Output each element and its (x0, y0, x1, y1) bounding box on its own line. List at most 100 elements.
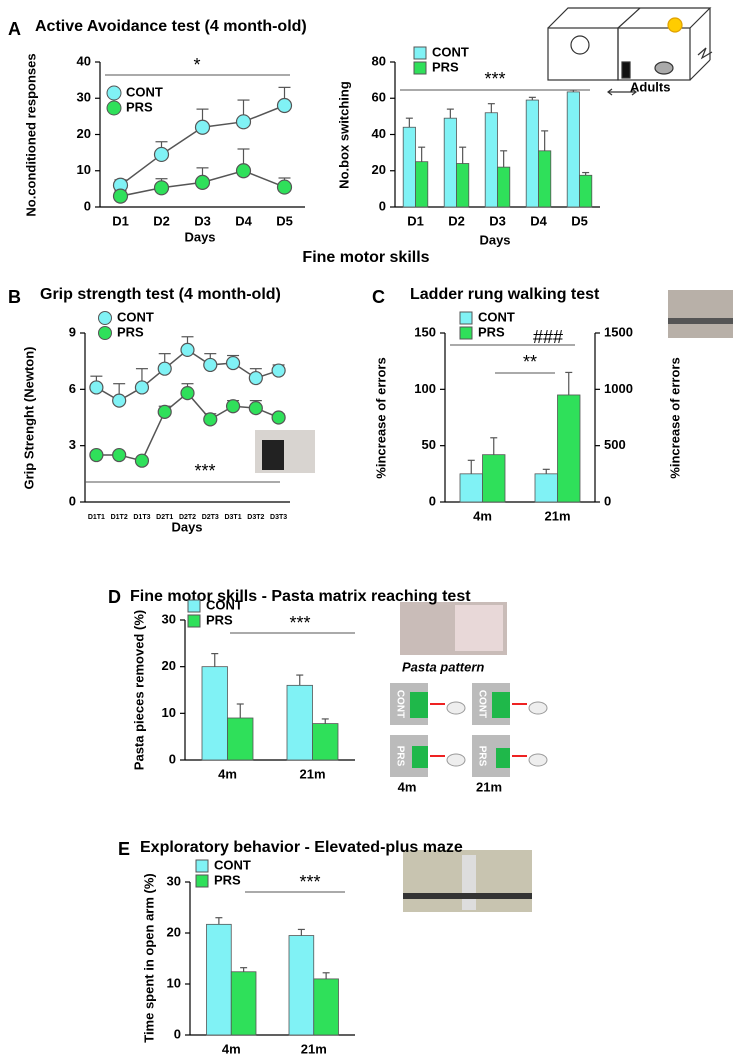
y-tick-label: 0 (379, 198, 386, 213)
legend-marker (195, 859, 209, 873)
panel-letter: E (118, 839, 130, 859)
pasta-diagrams (390, 683, 548, 777)
pasta-row-label: PRS (476, 746, 487, 767)
y-axis-label: Grip Strenght (Newton) (21, 347, 36, 490)
y-tick-label: 0 (429, 493, 436, 508)
data-point (276, 97, 293, 114)
legend-marker (98, 326, 112, 340)
bar (443, 117, 457, 208)
bar (497, 166, 511, 208)
significance-label: ### (533, 327, 563, 347)
bar (456, 163, 470, 208)
y-tick-label: 10 (77, 162, 91, 177)
panel-title: Exploratory behavior - Elevated-plus maz… (140, 839, 463, 856)
x-tick-label: D3T3 (270, 514, 287, 521)
legend-marker (187, 614, 201, 628)
bar (538, 150, 552, 208)
legend-marker (98, 311, 112, 325)
legend-label: CONT (214, 857, 251, 872)
legend-label: PRS (206, 612, 233, 627)
data-point (203, 412, 218, 427)
pasta-photo-animal (455, 605, 503, 651)
panel-title: Grip strength test (4 month-old) (40, 286, 281, 303)
bar (557, 394, 581, 503)
data-point (248, 401, 263, 416)
data-point (89, 380, 104, 395)
data-point (112, 188, 129, 204)
x-tick-label: D2T2 (179, 514, 196, 521)
y-tick-label: 0 (84, 198, 91, 213)
y-tick-label: 50 (422, 437, 436, 452)
x-axis-label: Days (184, 229, 215, 244)
data-point (248, 370, 263, 386)
data-point (89, 447, 104, 463)
legend-label: PRS (478, 324, 505, 339)
y-tick-label: 150 (414, 324, 436, 339)
data-point (112, 393, 127, 408)
y-tick-label: 20 (77, 126, 91, 141)
data-point (203, 357, 218, 373)
bar (312, 723, 339, 761)
panel-letter: B (8, 287, 21, 307)
pasta-row-label: CONT (476, 690, 487, 718)
x-tick-label: D3 (194, 213, 211, 228)
significance-label: *** (289, 613, 310, 633)
x-tick-label: D3 (489, 213, 506, 228)
grip-photo-device (262, 440, 284, 470)
x-tick-label: D4 (530, 213, 547, 228)
x-tick-label: 21m (299, 766, 325, 781)
data-point (157, 404, 172, 419)
x-tick-label: D3T2 (247, 514, 264, 521)
data-point (271, 363, 286, 378)
x-tick-label: D4 (235, 213, 252, 228)
bar (402, 126, 416, 208)
x-tick-label: D5 (276, 213, 293, 228)
legend-label: PRS (214, 872, 241, 887)
bar (459, 473, 483, 503)
data-point (225, 399, 241, 414)
pasta-row-label: PRS (394, 746, 405, 767)
legend-marker (459, 311, 473, 325)
legend-label: PRS (117, 324, 144, 339)
y2-tick-label: 0 (604, 493, 611, 508)
x-tick-label: D1T2 (111, 514, 128, 521)
y-tick-label: 20 (167, 924, 181, 939)
bar (482, 454, 506, 503)
bar (288, 935, 315, 1036)
x-tick-label: 21m (301, 1041, 327, 1055)
y-axis-label: Time spent in open arm (%) (141, 873, 156, 1043)
pasta-column-label: 21m (476, 779, 502, 794)
data-point (276, 179, 293, 195)
legend-marker (413, 61, 427, 75)
bar (206, 923, 232, 1036)
y-tick-label: 100 (414, 381, 436, 396)
panel-title: Fine motor skills - Pasta matrix reachin… (130, 588, 471, 605)
data-point (235, 114, 252, 130)
legend-label: CONT (432, 44, 469, 59)
legend-marker (106, 85, 122, 101)
maze-photo-arm (462, 855, 476, 910)
legend-marker (413, 46, 427, 60)
data-point (134, 453, 150, 468)
x-tick-label: D3T1 (224, 514, 241, 521)
data-point (157, 361, 172, 376)
panel-title: Active Avoidance test (4 month-old) (35, 18, 307, 35)
x-tick-label: 4m (222, 1041, 241, 1055)
panel-letter: D (108, 587, 121, 607)
data-point (235, 163, 252, 179)
y-tick-label: 80 (372, 53, 386, 68)
legend-marker (106, 100, 122, 116)
bar (566, 91, 580, 208)
x-tick-label: D5 (571, 213, 588, 228)
y-tick-label: 3 (69, 437, 76, 452)
bar (415, 161, 429, 208)
y-tick-label: 20 (162, 658, 176, 673)
apparatus-label: Adults (630, 79, 670, 94)
legend-label: CONT (126, 84, 163, 99)
y-tick-label: 10 (162, 705, 176, 720)
legend-marker (459, 326, 473, 340)
significance-label: *** (194, 461, 215, 481)
x-tick-label: D1 (407, 213, 424, 228)
data-point (194, 119, 211, 135)
